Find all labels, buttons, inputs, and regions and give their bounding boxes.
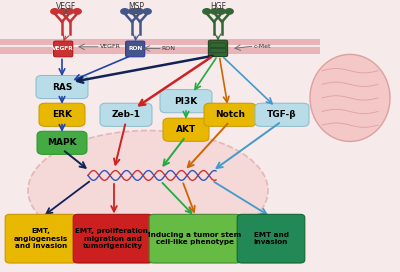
Circle shape bbox=[73, 9, 81, 14]
Circle shape bbox=[211, 9, 219, 14]
Circle shape bbox=[217, 9, 225, 14]
FancyBboxPatch shape bbox=[73, 214, 153, 263]
FancyBboxPatch shape bbox=[100, 103, 152, 126]
Circle shape bbox=[65, 9, 73, 14]
Text: PI3K: PI3K bbox=[174, 97, 198, 106]
Text: HGF: HGF bbox=[210, 2, 226, 11]
Ellipse shape bbox=[310, 54, 390, 141]
Circle shape bbox=[121, 9, 129, 14]
Circle shape bbox=[59, 9, 67, 14]
FancyBboxPatch shape bbox=[39, 103, 85, 126]
FancyBboxPatch shape bbox=[37, 131, 87, 154]
Circle shape bbox=[203, 9, 211, 14]
Circle shape bbox=[51, 9, 59, 14]
Text: Notch: Notch bbox=[215, 110, 245, 119]
FancyBboxPatch shape bbox=[36, 75, 88, 98]
Text: VEGF: VEGF bbox=[56, 2, 76, 11]
FancyBboxPatch shape bbox=[237, 214, 305, 263]
Bar bbox=[0, 47, 320, 54]
FancyBboxPatch shape bbox=[255, 103, 309, 126]
Text: Zeb-1: Zeb-1 bbox=[112, 110, 140, 119]
Text: MSP: MSP bbox=[128, 2, 144, 11]
Ellipse shape bbox=[28, 131, 268, 250]
Circle shape bbox=[135, 9, 143, 14]
Text: ERK: ERK bbox=[52, 110, 72, 119]
FancyBboxPatch shape bbox=[54, 41, 73, 57]
FancyBboxPatch shape bbox=[163, 118, 209, 141]
Text: EMT and
invasion: EMT and invasion bbox=[254, 232, 288, 245]
Bar bbox=[0, 39, 320, 45]
Circle shape bbox=[129, 9, 137, 14]
FancyBboxPatch shape bbox=[160, 90, 212, 113]
FancyBboxPatch shape bbox=[149, 214, 241, 263]
FancyBboxPatch shape bbox=[204, 103, 256, 126]
Circle shape bbox=[143, 9, 151, 14]
Text: c-Met: c-Met bbox=[253, 44, 271, 49]
Text: MAPK: MAPK bbox=[47, 138, 77, 147]
Text: EMT,
angiogenesis
and invasion: EMT, angiogenesis and invasion bbox=[14, 228, 68, 249]
Text: VEGFR: VEGFR bbox=[52, 47, 74, 51]
Text: VEGFR: VEGFR bbox=[100, 44, 121, 49]
FancyBboxPatch shape bbox=[210, 43, 226, 47]
FancyBboxPatch shape bbox=[210, 48, 226, 53]
Text: EMT, proliferation,
migration and
tumorigenicity: EMT, proliferation, migration and tumori… bbox=[75, 228, 151, 249]
FancyBboxPatch shape bbox=[208, 40, 228, 57]
FancyBboxPatch shape bbox=[126, 41, 145, 57]
Text: RAS: RAS bbox=[52, 82, 72, 92]
Text: AKT: AKT bbox=[176, 125, 196, 134]
FancyBboxPatch shape bbox=[5, 214, 77, 263]
Text: RON: RON bbox=[161, 46, 175, 51]
Text: Inducing a tumor stem
cell-like phenotype: Inducing a tumor stem cell-like phenotyp… bbox=[148, 232, 242, 245]
Text: RON: RON bbox=[128, 47, 142, 51]
Text: TGF-β: TGF-β bbox=[267, 110, 297, 119]
Circle shape bbox=[225, 9, 233, 14]
